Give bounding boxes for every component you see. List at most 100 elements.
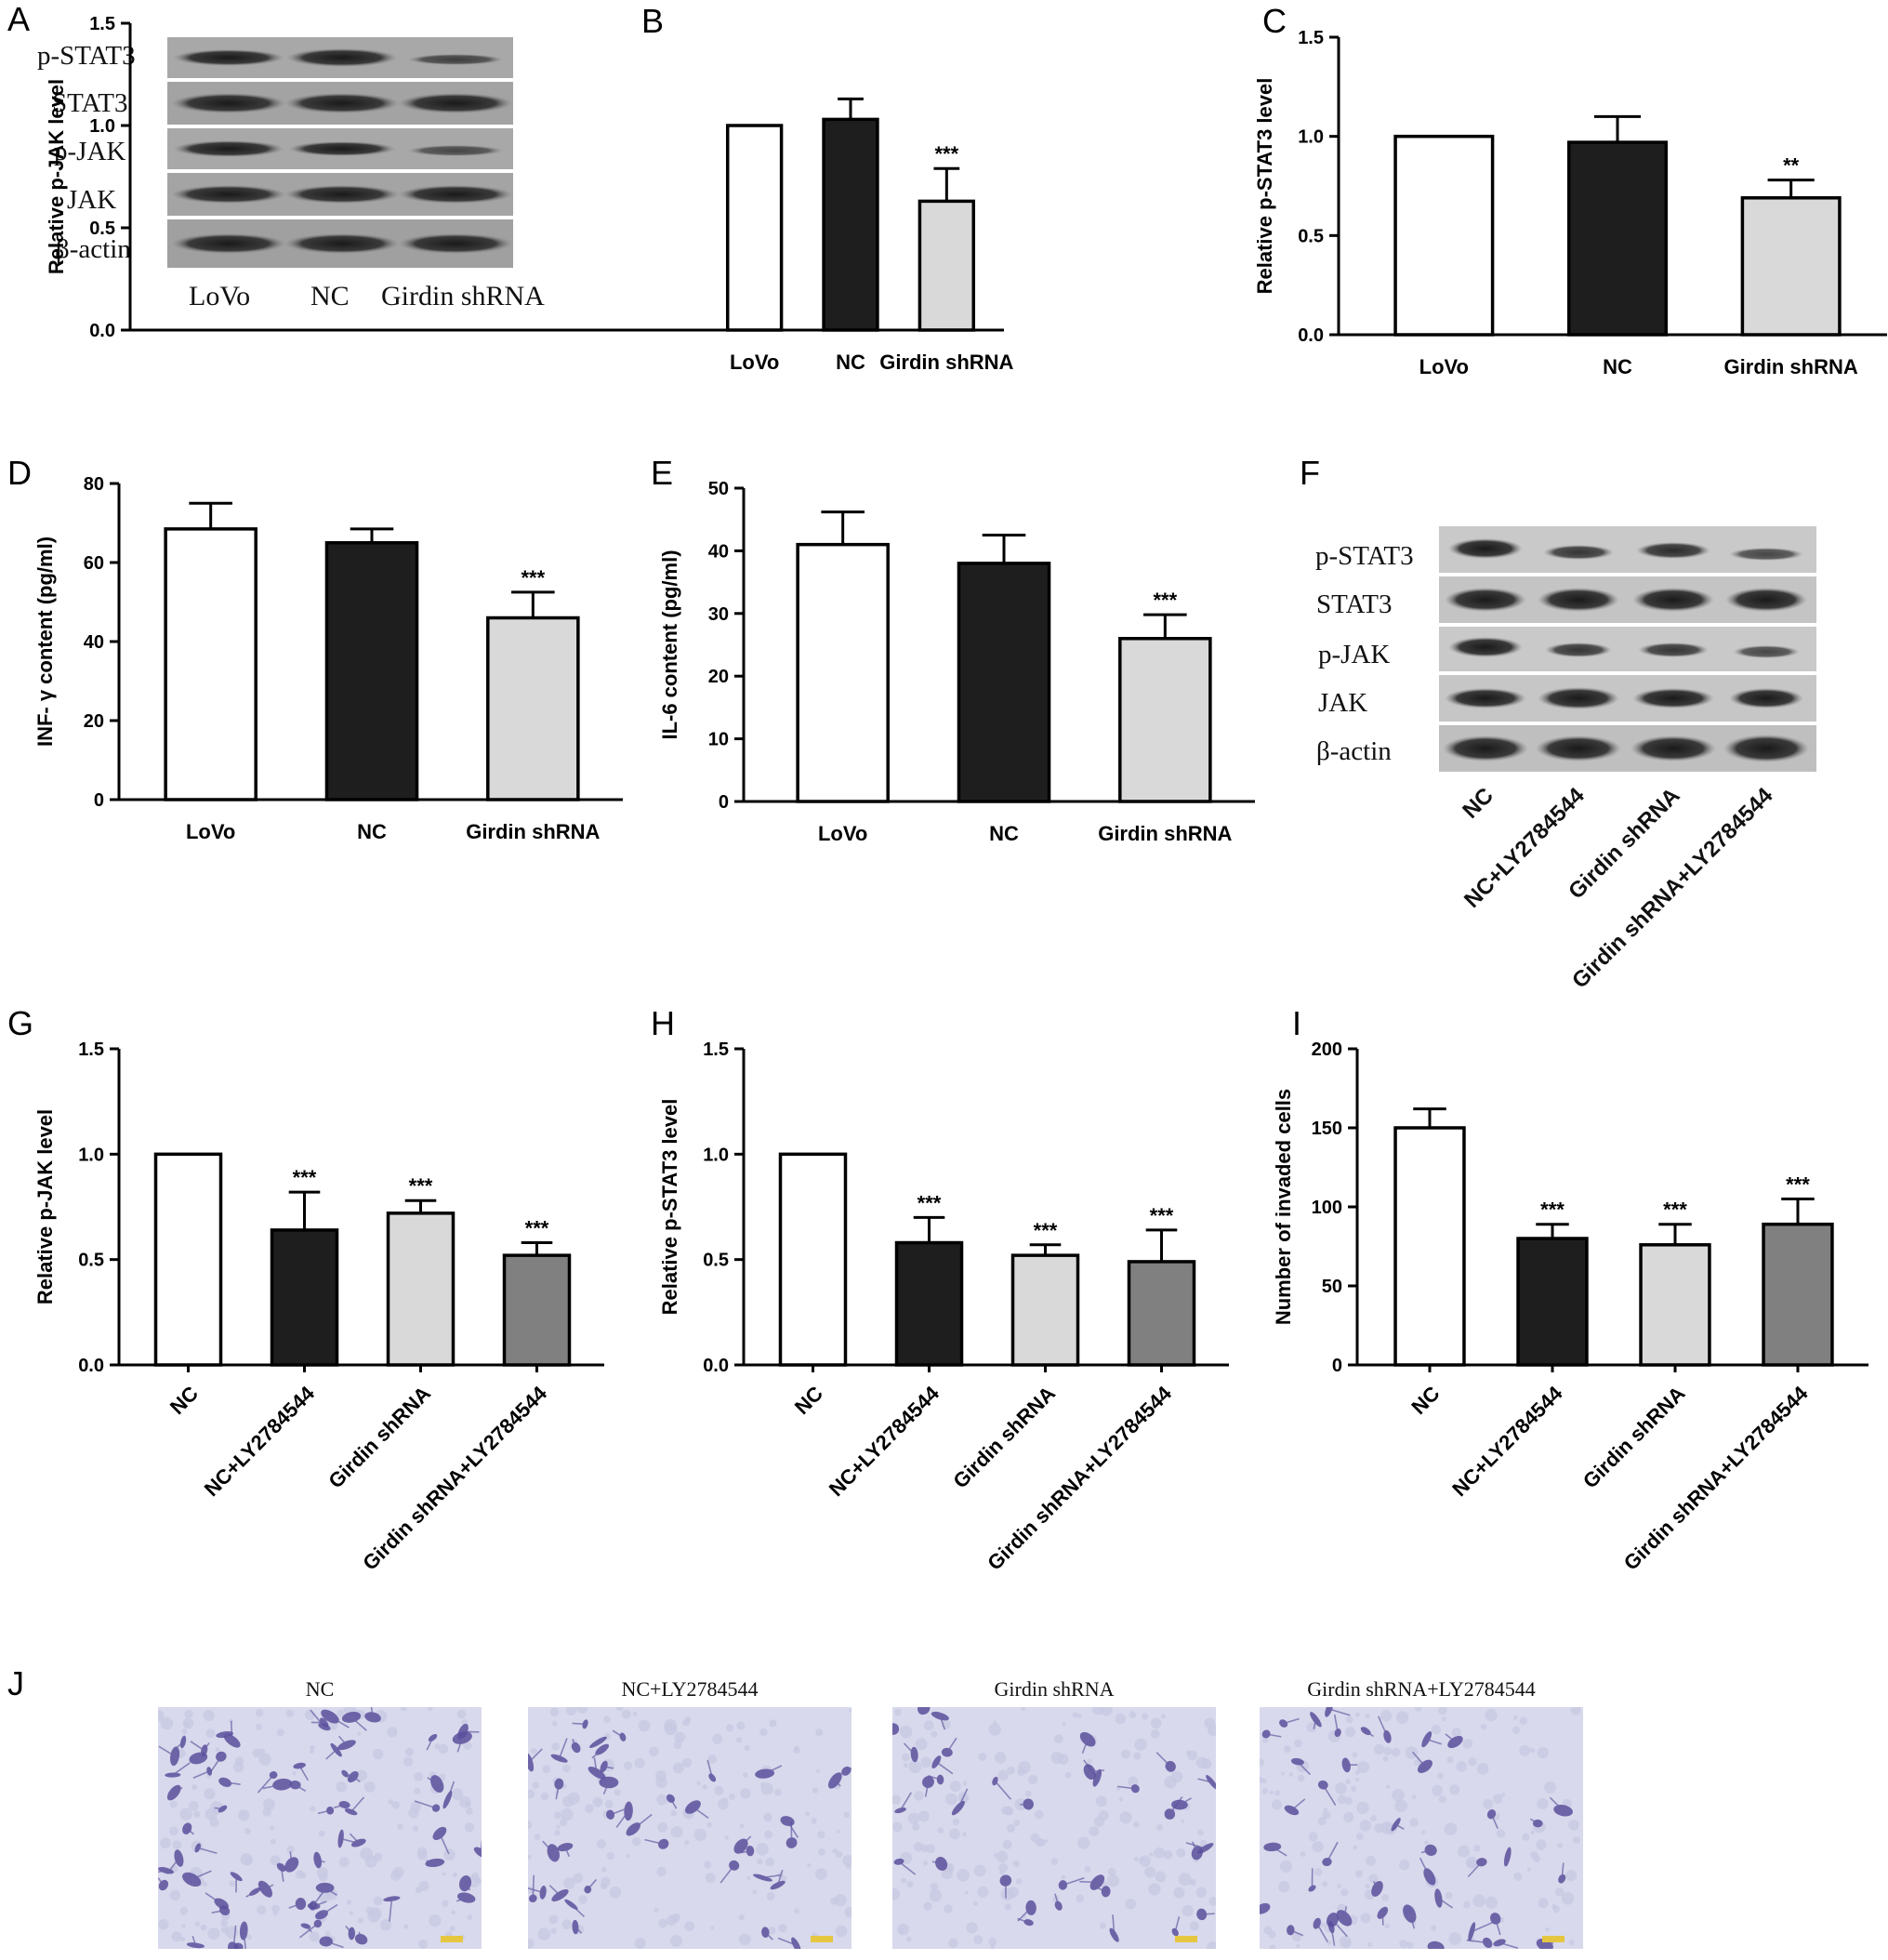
membrane-pore <box>1458 1845 1471 1858</box>
invaded-cell <box>1377 1906 1389 1919</box>
membrane-pore <box>638 1719 651 1732</box>
membrane-pore <box>1392 1789 1405 1802</box>
cell-process <box>740 1849 751 1854</box>
bar <box>386 1212 455 1367</box>
cell-process <box>786 1821 799 1838</box>
membrane-pore <box>952 1818 960 1826</box>
membrane-pore <box>1359 1820 1372 1832</box>
membrane-pore <box>962 1832 967 1836</box>
membrane-pore <box>913 1842 924 1852</box>
cell-process <box>532 1874 535 1899</box>
membrane-pore <box>1004 1903 1011 1911</box>
membrane-pore <box>912 1822 920 1831</box>
membrane-pore <box>815 1728 824 1737</box>
membrane-pore <box>234 1756 244 1766</box>
membrane-pore <box>807 1863 812 1868</box>
x-tick-label: LoVo <box>730 351 779 374</box>
membrane-pore <box>412 1825 419 1832</box>
membrane-pore <box>252 1748 262 1758</box>
membrane-pore <box>892 1794 902 1805</box>
y-tick-label: 0 <box>1332 1356 1342 1376</box>
cell-process <box>439 1833 450 1855</box>
chart-h: 0.0 0.5 1.0 1.5 Relative p-STAT3 level NC *** N… <box>658 1040 1229 1575</box>
invaded-cell <box>1023 1919 1034 1927</box>
membrane-pore <box>898 1927 904 1935</box>
micrograph-title: NC+LY2784544 <box>621 1677 759 1701</box>
y-tick-label: 40 <box>708 541 729 562</box>
invaded-cell <box>319 1717 329 1728</box>
membrane-pore <box>1195 1756 1208 1769</box>
membrane-pore <box>1554 1887 1565 1897</box>
membrane-pore <box>169 1800 178 1808</box>
invaded-cell <box>528 1752 535 1772</box>
membrane-pore <box>1366 1855 1376 1866</box>
membrane-pore <box>1409 1818 1419 1827</box>
y-tick-label: 20 <box>84 711 104 732</box>
y-tick-label: 20 <box>708 667 729 687</box>
membrane-pore <box>941 1867 953 1880</box>
membrane-pore <box>1463 1900 1471 1909</box>
membrane-pore <box>1570 1707 1581 1715</box>
membrane-pore <box>310 1744 315 1751</box>
membrane-pore <box>670 1825 683 1838</box>
membrane-pore <box>1492 1794 1503 1804</box>
membrane-pore <box>1189 1921 1199 1931</box>
membrane-pore <box>414 1771 424 1781</box>
membrane-pore <box>1013 1820 1021 1827</box>
cell-process <box>1063 1876 1085 1887</box>
membrane-pore <box>763 1830 773 1839</box>
membrane-pore <box>844 1906 852 1918</box>
membrane-pore <box>318 1873 328 1882</box>
cell-process <box>931 1861 942 1865</box>
membrane-pore <box>1154 1847 1166 1859</box>
y-tick-label: 0.5 <box>1298 226 1324 246</box>
membrane-pore <box>1281 1771 1286 1776</box>
membrane-pore <box>1296 1943 1300 1948</box>
cell-process <box>615 1810 629 1828</box>
membrane-pore <box>892 1887 901 1900</box>
cell-process <box>1290 1798 1306 1811</box>
bar <box>1740 196 1842 337</box>
membrane-pore <box>993 1720 997 1725</box>
invaded-cell <box>341 1769 349 1778</box>
membrane-pore <box>1260 1758 1264 1767</box>
y-tick-label: 10 <box>708 730 729 750</box>
membrane-pore <box>1544 1781 1556 1794</box>
cell-process <box>344 1772 355 1779</box>
membrane-pore <box>1178 1873 1192 1887</box>
membrane-pore <box>906 1881 914 1888</box>
invaded-cell <box>186 1942 205 1949</box>
cell-process <box>426 1860 436 1864</box>
membrane-pore <box>1431 1925 1437 1931</box>
membrane-pore <box>1100 1707 1113 1716</box>
membrane-pore <box>203 1882 208 1887</box>
membrane-pore <box>1519 1716 1528 1726</box>
membrane-pore <box>1000 1887 1014 1901</box>
invaded-cell <box>666 1794 675 1803</box>
cell-process <box>720 1864 735 1884</box>
membrane-pore <box>1456 1761 1467 1772</box>
bar <box>1127 1260 1196 1367</box>
membrane-pore <box>1156 1823 1164 1831</box>
bar <box>778 1152 848 1367</box>
blot-a-lane-label: NC <box>310 281 350 311</box>
membrane-pore <box>988 1938 997 1946</box>
cell-process <box>903 1742 916 1755</box>
invaded-cell <box>582 1719 588 1729</box>
membrane-pore <box>949 1781 961 1793</box>
membrane-pore <box>179 1906 189 1915</box>
cell-process <box>325 1749 337 1760</box>
y-axis-label: Relative p-STAT3 level <box>1253 78 1276 295</box>
cell-process <box>1544 1941 1554 1946</box>
membrane-pore <box>244 1828 251 1834</box>
cell-process <box>245 1890 256 1898</box>
cell-process <box>446 1781 455 1800</box>
y-axis-label: Relative p-JAK level <box>33 1109 57 1304</box>
membrane-pore <box>1314 1868 1323 1876</box>
membrane-pore <box>1125 1898 1136 1910</box>
membrane-pore <box>1437 1707 1447 1715</box>
membrane-pore <box>1269 1790 1274 1795</box>
micrograph-title: Girdin shRNA <box>994 1677 1115 1701</box>
membrane-pore <box>1312 1841 1324 1853</box>
membrane-pore <box>318 1830 325 1837</box>
